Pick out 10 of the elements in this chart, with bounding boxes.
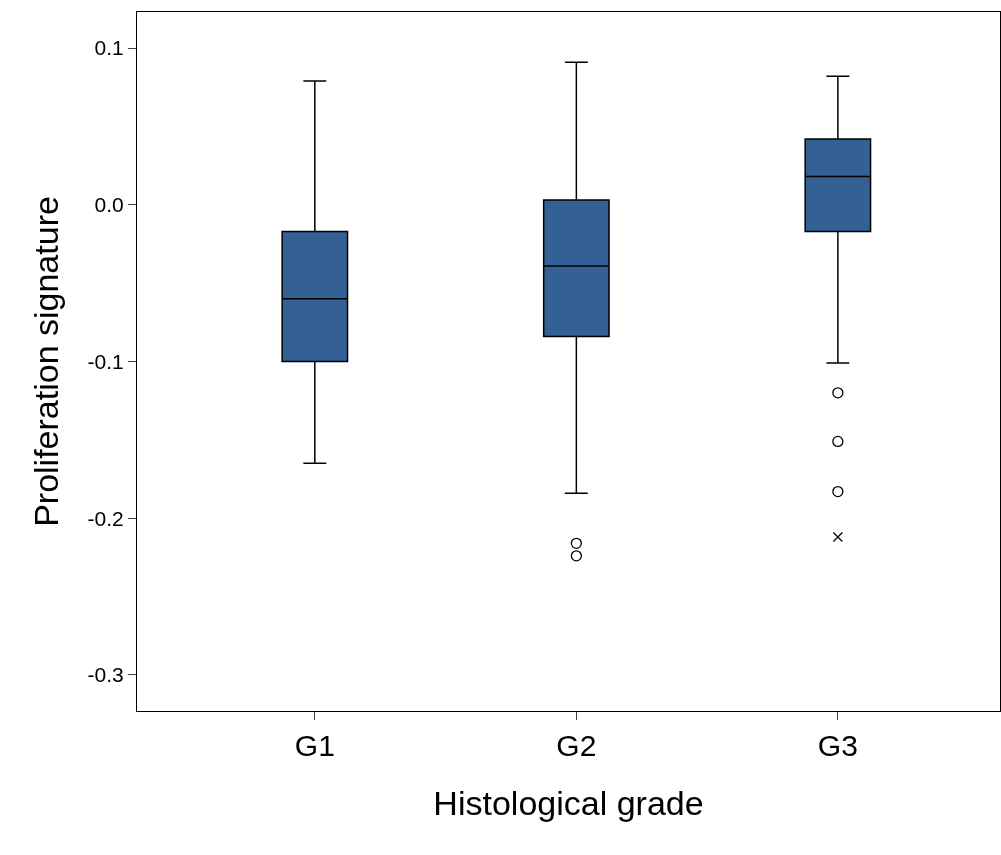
x-axis-title: Histological grade — [433, 784, 704, 823]
y-axis-title: Proliferation signature — [27, 196, 66, 527]
x-tick-label: G2 — [556, 729, 597, 762]
x-tick-label: G3 — [817, 729, 858, 762]
y-tick-label: 0.1 — [94, 36, 124, 60]
y-tick-label: 0.0 — [94, 193, 124, 217]
x-tick-label: G1 — [294, 729, 335, 762]
y-tick-label: -0.1 — [87, 349, 124, 373]
y-tick-label: -0.2 — [87, 506, 124, 530]
y-tick-label: -0.3 — [87, 663, 124, 687]
